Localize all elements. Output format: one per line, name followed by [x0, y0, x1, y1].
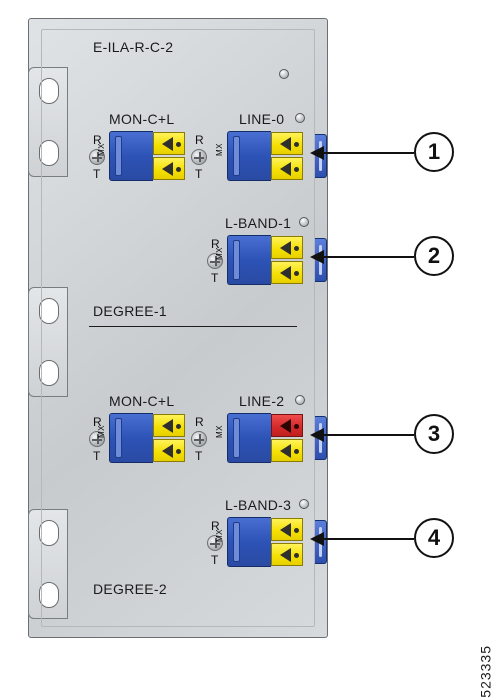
port-label-mon-cl-1: MON-C+L	[109, 111, 175, 127]
dust-cap-yellow	[271, 261, 303, 284]
mx-text: MX	[97, 425, 106, 438]
port-led-line-2	[295, 395, 305, 405]
t-letter: T	[211, 271, 218, 285]
connector-body	[227, 517, 271, 567]
panel-title: E-ILA-R-C-2	[93, 39, 173, 55]
t-letter: T	[93, 449, 100, 463]
mounting-slot	[39, 78, 59, 104]
mounting-slot	[39, 360, 59, 386]
screw-icon	[191, 431, 207, 447]
mx-text: MX	[215, 425, 224, 438]
port-label-mon-cl-2: MON-C+L	[109, 393, 175, 409]
connector-body	[227, 131, 271, 181]
mounting-slot	[39, 298, 59, 324]
connector-body	[109, 131, 153, 181]
mx-text: MX	[215, 247, 224, 260]
port-led-line-0	[295, 113, 305, 123]
callout-number: 3	[414, 414, 454, 454]
dust-cap-red	[271, 414, 303, 437]
dust-cap-yellow	[153, 157, 185, 180]
port-label-lband-1: L-BAND-1	[225, 215, 291, 231]
port-label-lband-3: L-BAND-3	[225, 497, 291, 513]
mx-text: MX	[97, 143, 106, 156]
leader-line	[322, 152, 414, 154]
mounting-flange-middle	[28, 287, 68, 397]
dust-cap-yellow	[271, 157, 303, 180]
port-line-0: MX	[227, 131, 315, 181]
callout-number: 1	[414, 132, 454, 172]
status-led	[279, 69, 289, 79]
dust-cap-yellow	[153, 439, 185, 462]
stage: E-ILA-R-C-2 MON-C+L R T MX R T LINE-0 MX	[0, 0, 500, 659]
r-letter: R	[195, 133, 204, 147]
callout-number: 2	[414, 236, 454, 276]
dust-cap-yellow	[271, 132, 303, 155]
port-mon-cl-1: MX	[109, 131, 197, 181]
port-lband-3: MX	[227, 517, 315, 567]
dust-cap-yellow	[271, 236, 303, 259]
port-lband-1: MX	[227, 235, 315, 285]
port-label-line-2: LINE-2	[239, 393, 284, 409]
t-letter: T	[211, 553, 218, 567]
degree-1-label: DEGREE-1	[93, 303, 167, 319]
leader-line	[322, 256, 414, 258]
mounting-slot	[39, 582, 59, 608]
faceplate-panel: E-ILA-R-C-2 MON-C+L R T MX R T LINE-0 MX	[28, 18, 328, 638]
t-letter: T	[93, 167, 100, 181]
mx-text: MX	[215, 143, 224, 156]
dust-cap-yellow	[271, 439, 303, 462]
mounting-slot	[39, 520, 59, 546]
port-mon-cl-2: MX	[109, 413, 197, 463]
port-led-lband-3	[299, 499, 309, 509]
screw-icon	[191, 149, 207, 165]
mx-text: MX	[215, 529, 224, 542]
port-label-line-0: LINE-0	[239, 111, 284, 127]
callout-number: 4	[414, 518, 454, 558]
connector-body	[109, 413, 153, 463]
dust-cap-yellow	[271, 543, 303, 566]
mounting-flange-bottom	[28, 509, 68, 619]
mounting-slot	[39, 140, 59, 166]
port-line-2: MX	[227, 413, 315, 463]
t-letter: T	[195, 449, 202, 463]
degree-2-label: DEGREE-2	[93, 581, 167, 597]
r-letter: R	[195, 415, 204, 429]
leader-line	[322, 434, 414, 436]
port-led-lband-1	[299, 217, 309, 227]
image-id: 523335	[478, 645, 494, 698]
connector-body	[227, 413, 271, 463]
connector-body	[227, 235, 271, 285]
dust-cap-yellow	[153, 132, 185, 155]
dust-cap-yellow	[153, 414, 185, 437]
dust-cap-yellow	[271, 518, 303, 541]
leader-line	[322, 538, 414, 540]
degree-divider	[89, 326, 297, 327]
t-letter: T	[195, 167, 202, 181]
mounting-flange-top	[28, 67, 68, 177]
